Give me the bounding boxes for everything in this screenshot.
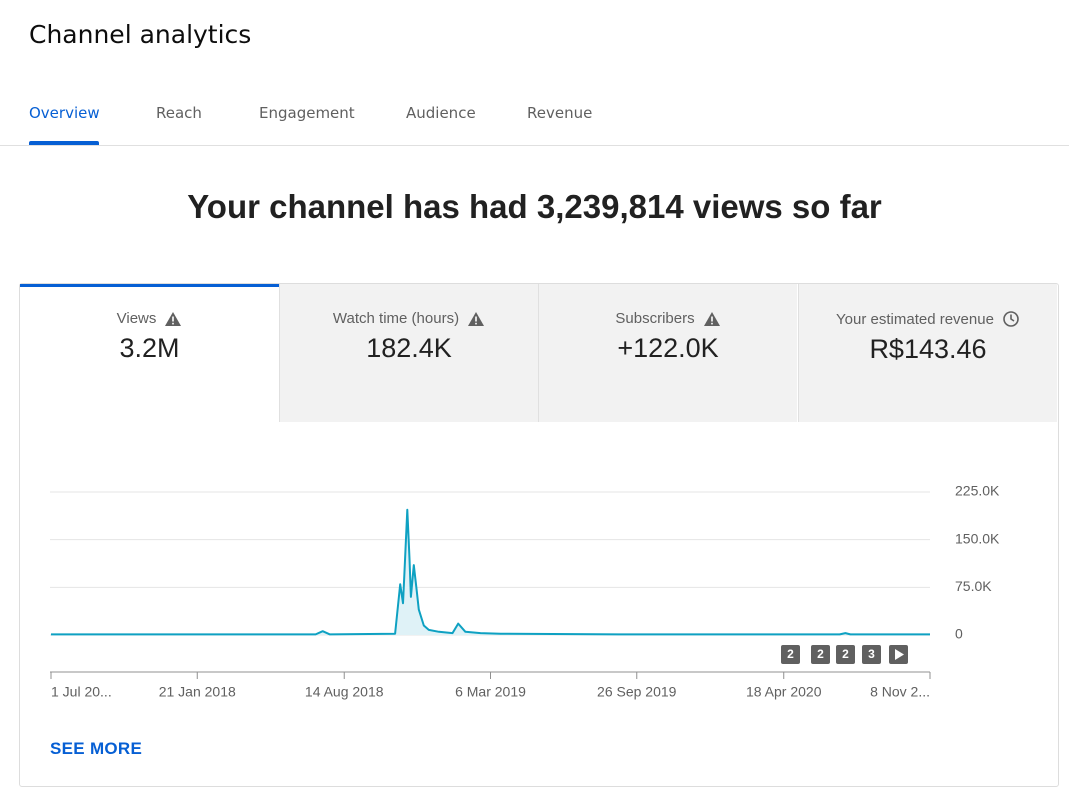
- tab[interactable]: Audience: [406, 104, 476, 122]
- annotation-badge: [836, 645, 855, 664]
- line: [51, 508, 930, 636]
- divider: [0, 145, 1069, 146]
- annotation-label: 2: [842, 647, 849, 661]
- metric-label: Views: [116, 310, 157, 327]
- x-tick-label: 8 Nov 2...: [870, 684, 930, 700]
- metric-label: Subscribers: [615, 310, 695, 327]
- analytics-card: [19, 283, 1059, 787]
- annotation-badge: [862, 645, 881, 664]
- metric-card[interactable]: Watch time (hours) 182.4K: [279, 284, 538, 422]
- metric-label: Watch time (hours): [332, 310, 460, 327]
- y-tick-label: 150.0K: [955, 530, 1000, 546]
- y-tick-label: 75.0K: [955, 578, 992, 594]
- warning-icon: [165, 311, 182, 326]
- tab-indicator: [29, 141, 99, 145]
- metric-label: Your estimated revenue: [836, 310, 994, 328]
- clock-icon: [1003, 311, 1019, 327]
- warning-icon: [703, 311, 720, 326]
- metric-value: R$143.46: [869, 334, 987, 364]
- play-icon: [895, 649, 904, 660]
- y-tick-label: 0: [955, 626, 963, 642]
- tab[interactable]: Reach: [156, 104, 202, 122]
- annotation-label: 2: [787, 647, 794, 661]
- tab[interactable]: Revenue: [527, 104, 593, 122]
- metric-value: 182.4K: [366, 333, 452, 363]
- tab[interactable]: Overview: [29, 104, 100, 122]
- metric-card[interactable]: Views 3.2M: [20, 284, 279, 422]
- annotation-badge: [781, 645, 800, 664]
- see-more-link[interactable]: SEE MORE: [50, 739, 143, 758]
- tab[interactable]: Engagement: [259, 104, 355, 122]
- y-tick-label: 225.0K: [955, 483, 1000, 499]
- annotation-label: 3: [868, 647, 875, 661]
- x-tick-label: 1 Jul 20...: [51, 684, 112, 700]
- metric-card[interactable]: Your estimated revenue R$143.46: [798, 284, 1057, 422]
- x-tick-label: 14 Aug 2018: [305, 684, 384, 700]
- x-tick-label: 26 Sep 2019: [597, 684, 677, 700]
- metric-value: 3.2M: [119, 333, 180, 363]
- annotation-badge: [811, 645, 830, 664]
- page-title: Channel analytics: [29, 20, 252, 49]
- area: [51, 509, 930, 635]
- metric-card[interactable]: Subscribers +122.0K: [538, 284, 797, 422]
- x-tick-label: 21 Jan 2018: [159, 684, 236, 700]
- annotation-label: 2: [817, 647, 824, 661]
- headline: Your channel has had 3,239,814 views so …: [187, 188, 882, 225]
- x-tick-label: 6 Mar 2019: [455, 684, 526, 700]
- metric-value: +122.0K: [617, 333, 719, 363]
- x-tick-label: 18 Apr 2020: [746, 684, 822, 700]
- warning-icon: [468, 311, 485, 326]
